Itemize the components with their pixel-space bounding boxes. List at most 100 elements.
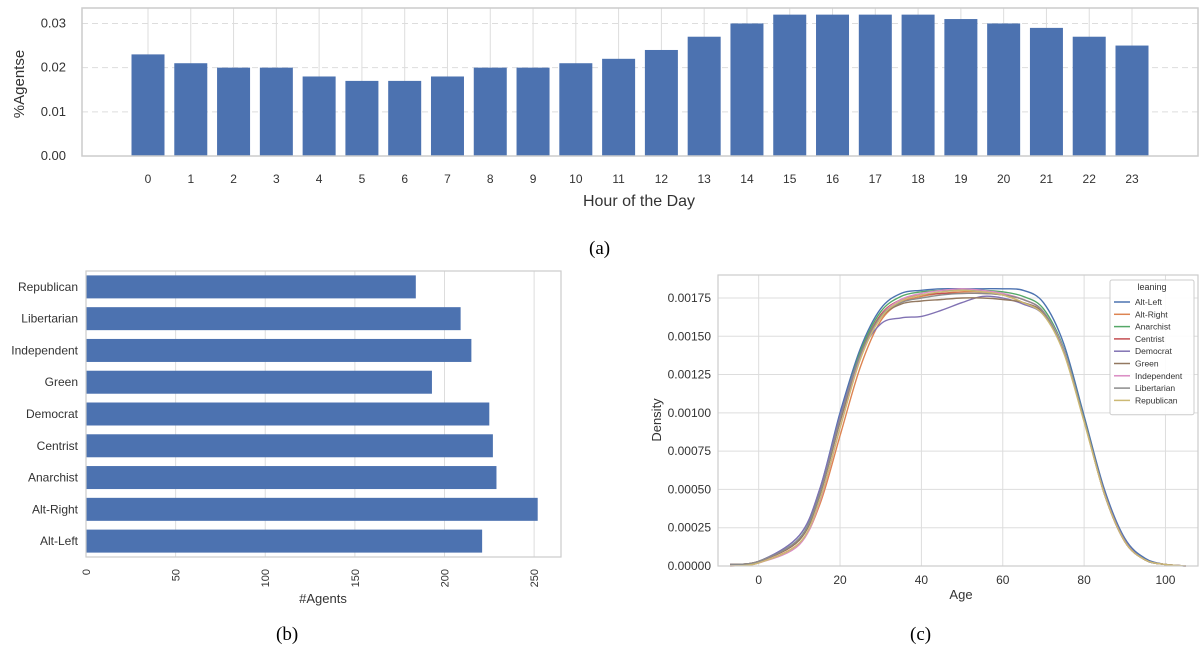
chart-a-xtick-label: 1 [187,172,194,186]
chart-c-axes-frame [717,274,1199,567]
chart-b-axes-frame [85,270,562,558]
chart-a-bar-22 [1072,36,1106,157]
chart-c-ylabel: Density [649,398,664,442]
chart-a: 0.000.010.020.03 0 1 2 3 4 5 6 7 8 9 10 11 12 13 14 15 1… [11,7,1199,210]
chart-c-legend: leaning Alt-Left Alt-Right Anarchist Centris… [1109,279,1195,416]
chart-c-xlabel: Age [949,587,972,602]
chart-a-bar-1 [174,63,208,157]
chart-a-bar-21 [1029,27,1063,156]
chart-c-legend-label: Democrat [1135,346,1172,356]
chart-a-xtick-label: 19 [954,172,968,186]
chart-b-bar-Green [86,370,432,394]
chart-b-bar-Alt-Right [86,497,538,521]
chart-a-xtick-label: 2 [230,172,237,186]
chart-c-xtick-label: 80 [1077,573,1091,587]
chart-c-legend-label: Independent [1135,371,1183,381]
chart-a-ytick-label: 0.03 [41,15,66,30]
chart-a-ytick-label: 0.01 [41,104,66,119]
chart-c-legend-label: Centrist [1135,334,1165,344]
chart-b-xtick-label: 100 [260,569,272,587]
chart-a-bar-15 [773,14,807,157]
chart-c-ytick-label: 0.00000 [668,559,712,573]
chart-a-xlabel: Hour of the Day [583,193,695,210]
chart-a-bar-4 [302,76,336,156]
chart-a-xtick-label: 13 [697,172,711,186]
chart-c-ytick-label: 0.00175 [668,291,712,305]
chart-a-xtick-label: 0 [145,172,152,186]
chart-a-bar-8 [473,67,507,156]
chart-b-bar-Alt-Left [86,529,483,553]
chart-c: 0.00000 0.00025 0.00050 0.00075 0.00100 0.001… [649,274,1199,602]
chart-b-x-ticks: 0 50 100 150 200 250 [81,569,541,587]
chart-b-xlabel: #Agents [299,591,347,606]
chart-c-line-republican [730,289,1186,567]
chart-b-bars [86,275,538,553]
chart-a-xtick-label: 5 [359,172,366,186]
chart-b-xtick-label: 0 [81,569,93,575]
chart-c-legend-label: Anarchist [1135,322,1171,332]
chart-a-xtick-label: 6 [401,172,408,186]
chart-c-legend-title: leaning [1137,282,1166,292]
chart-b-y-ticks: Alt-Left Alt-Right Anarchist Centrist Democr… [11,280,78,548]
chart-a-xtick-label: 20 [997,172,1011,186]
chart-a-frame [81,7,1199,157]
chart-a-xtick-label: 8 [487,172,494,186]
chart-c-xtick-label: 20 [833,573,847,587]
chart-c-xtick-label: 60 [996,573,1010,587]
chart-c-ytick-label: 0.00050 [668,482,712,496]
chart-c-x-ticks: 0 20 40 60 80 100 [755,573,1175,587]
chart-b-bar-Democrat [86,402,490,426]
chart-b-xtick-label: 250 [529,569,541,587]
chart-c-legend-label: Alt-Left [1135,297,1163,307]
chart-c-xtick-label: 100 [1155,573,1175,587]
chart-b-ytick-label: Democrat [26,407,79,421]
chart-a-bar-19 [944,19,978,157]
chart-c-xtick-label: 40 [915,573,929,587]
chart-b-ytick-label: Libertarian [21,312,78,326]
chart-a-bar-14 [730,23,764,156]
chart-c-xtick-label: 0 [755,573,762,587]
chart-b-ytick-label: Alt-Left [40,534,79,548]
chart-b-bar-Libertarian [86,307,461,331]
chart-c-ytick-label: 0.00100 [668,406,712,420]
chart-a-xtick-label: 22 [1083,172,1097,186]
chart-a-xtick-label: 14 [740,172,754,186]
chart-a-xtick-label: 11 [612,172,625,186]
chart-a-x-ticks: 0 1 2 3 4 5 6 7 8 9 10 11 12 13 14 15 16 17 18 19 20 21 22 23 [145,172,1139,186]
chart-a-ylabel: %Agentse [11,50,28,118]
chart-c-legend-label: Alt-Right [1135,309,1168,319]
chart-c-legend-box [1109,279,1195,416]
chart-b-bar-Anarchist [86,466,497,490]
chart-b-bar-Centrist [86,434,493,458]
chart-b-bar-Republican [86,275,416,299]
chart-a-bar-3 [259,67,293,156]
chart-b-bar-Independent [86,338,472,362]
caption-b: (b) [276,624,299,645]
chart-a-bar-2 [217,67,251,156]
chart-a-bar-17 [858,14,892,157]
chart-c-legend-label: Republican [1135,395,1178,405]
chart-b-xtick-label: 50 [171,569,183,581]
caption-a: (a) [589,238,611,259]
chart-a-bar-13 [687,36,721,157]
chart-b-ytick-label: Independent [11,343,78,357]
chart-b-ytick-label: Anarchist [28,471,79,485]
chart-c-lines [730,287,1186,567]
chart-a-bars [131,14,1149,157]
chart-a-bar-5 [345,80,379,156]
chart-b-xtick-label: 150 [350,569,362,587]
chart-a-xtick-label: 23 [1125,172,1139,186]
chart-a-bar-16 [816,14,850,157]
chart-c-ytick-label: 0.00150 [668,329,712,343]
chart-a-bar-9 [516,67,550,156]
chart-c-ytick-label: 0.00025 [668,521,712,535]
chart-b-frame [85,270,562,558]
chart-a-xtick-label: 18 [911,172,925,186]
chart-a-xtick-label: 10 [569,172,583,186]
chart-a-bar-12 [644,49,678,156]
chart-a-xtick-label: 15 [783,172,797,186]
chart-a-xtick-label: 7 [444,172,451,186]
chart-a-bar-0 [131,54,165,156]
chart-b-ytick-label: Alt-Right [32,502,79,516]
chart-a-bar-7 [430,76,464,156]
